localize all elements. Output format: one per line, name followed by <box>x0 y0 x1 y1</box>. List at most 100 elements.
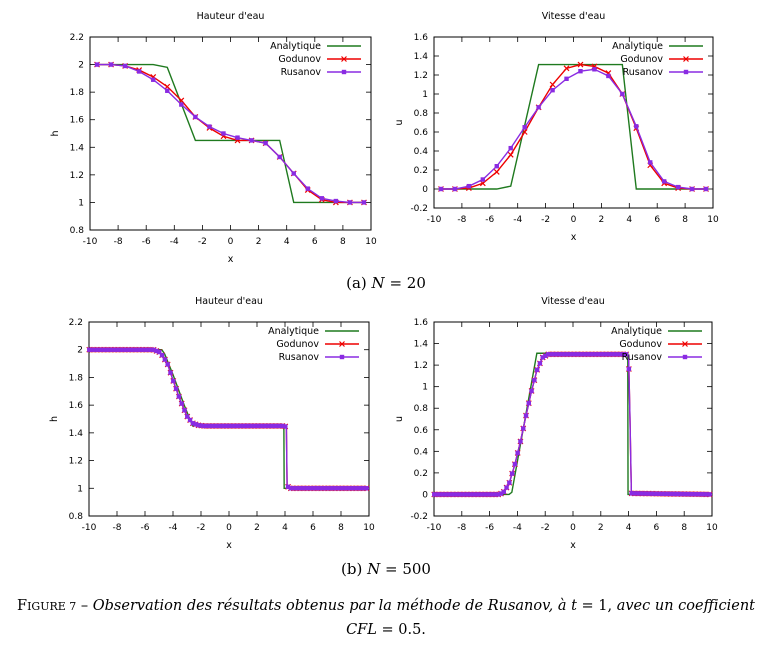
plot-frame <box>433 36 714 209</box>
godunov-marker <box>682 341 688 347</box>
legend-label: Rusanov <box>622 352 663 363</box>
x-tick-label: 4 <box>626 523 632 533</box>
rusanov-marker <box>494 164 499 169</box>
rusanov-marker <box>145 347 151 352</box>
rusanov-marker <box>526 401 531 406</box>
rusanov-marker <box>651 491 657 496</box>
rusanov-marker <box>487 492 493 497</box>
y-tick-label: 0.2 <box>414 469 428 479</box>
rusanov-marker <box>136 69 142 74</box>
rusanov-marker <box>218 423 224 429</box>
rusanov-marker <box>515 450 520 456</box>
rusanov-marker <box>523 413 529 418</box>
rusanov-marker <box>482 492 487 497</box>
rusanov-marker <box>151 347 156 353</box>
y-tick-label: 1.4 <box>70 143 85 153</box>
rusanov-marker <box>176 394 182 399</box>
y-tick-label: 0.8 <box>70 226 85 236</box>
marker-stroke <box>341 56 347 62</box>
x-axis-label: x <box>226 540 232 551</box>
legend-label: Analytique <box>270 41 321 52</box>
rusanov-marker <box>341 69 347 75</box>
rusanov-marker <box>215 423 221 429</box>
plot-frame <box>89 36 372 231</box>
rusanov-marker <box>579 352 584 357</box>
rusanov-marker <box>643 491 648 496</box>
rusanov-marker <box>137 347 142 352</box>
rusanov-marker <box>255 423 260 429</box>
legend-label: Godunov <box>278 54 321 65</box>
rusanov-marker <box>548 352 554 357</box>
x-axis-label: x <box>571 232 577 243</box>
rusanov-marker <box>224 423 229 429</box>
legend: Analytique Godunov Rusanov <box>270 41 361 78</box>
rusanov-marker <box>626 366 632 372</box>
rusanov-marker <box>518 439 523 444</box>
rusanov-marker <box>689 186 695 192</box>
rusanov-marker <box>89 347 95 352</box>
rusanov-marker <box>512 462 518 467</box>
rusanov-marker <box>546 352 551 357</box>
chart-title: Vitesse d'eau <box>541 296 605 307</box>
x-tick-label: -8 <box>457 215 466 225</box>
figure-caption-line1: FIGURE 7 – Observation des résultats obt… <box>17 598 755 614</box>
x-tick-label: 4 <box>282 523 288 533</box>
x-tick-label: 10 <box>707 215 719 225</box>
rusanov-marker <box>319 486 324 491</box>
legend-label: Analytique <box>268 326 319 337</box>
series-rusanov <box>438 67 709 192</box>
godunov-marker <box>341 56 347 62</box>
rusanov-marker <box>618 352 623 357</box>
godunov-marker <box>507 151 514 158</box>
x-tick-label: 2 <box>599 215 605 225</box>
x-tick-label: 6 <box>654 215 660 225</box>
x-tick-label: -6 <box>485 523 494 533</box>
marker-stroke <box>682 341 688 347</box>
rusanov-marker <box>126 347 131 352</box>
rusanov-marker <box>291 171 296 176</box>
rusanov-marker <box>339 486 344 491</box>
rusanov-marker <box>92 347 98 352</box>
rusanov-marker <box>249 138 254 143</box>
subcaption-a: (a) N = 20 <box>346 274 426 292</box>
rusanov-marker <box>559 352 565 357</box>
rusanov-marker <box>319 196 325 201</box>
rusanov-marker <box>648 160 653 165</box>
rusanov-marker <box>325 486 330 491</box>
y-tick-label: 2.2 <box>69 318 83 328</box>
chart-u500: Vitesse d'eau x u -10 -8 -6 -4 -2 0 2 4 6 8 10 -0.2 0 0.… <box>394 296 718 551</box>
rusanov-marker <box>451 492 456 497</box>
y-axis-label: u <box>394 119 405 125</box>
series-line-godunov <box>89 349 369 489</box>
x-tick-label: -10 <box>82 523 97 533</box>
rusanov-marker <box>350 486 355 491</box>
rusanov-marker <box>241 423 246 429</box>
y-tick-label: 0.6 <box>414 128 429 138</box>
x-tick-label: 8 <box>338 523 344 533</box>
rusanov-marker <box>696 492 701 497</box>
series-rusanov <box>432 352 713 497</box>
rusanov-marker <box>333 198 339 204</box>
y-tick-label: 0.6 <box>414 426 429 436</box>
rusanov-marker <box>507 480 512 485</box>
rusanov-marker <box>557 352 562 357</box>
rusanov-marker <box>210 423 215 429</box>
rusanov-marker <box>635 491 640 496</box>
godunov-marker <box>549 81 556 88</box>
rusanov-marker <box>101 347 106 352</box>
x-tick-label: 8 <box>340 237 346 247</box>
chart-title: Vitesse d'eau <box>542 11 606 22</box>
rusanov-marker <box>612 352 618 357</box>
rusanov-marker <box>140 347 145 352</box>
y-tick-label: 1.4 <box>414 52 429 62</box>
rusanov-marker <box>179 102 184 107</box>
rusanov-marker <box>479 492 484 497</box>
rusanov-marker <box>165 88 170 93</box>
rusanov-marker <box>440 492 445 497</box>
rusanov-marker <box>576 352 582 357</box>
y-tick-label: 1.6 <box>69 401 84 411</box>
rusanov-marker <box>103 347 109 352</box>
rusanov-marker <box>297 486 302 491</box>
rusanov-marker <box>274 423 280 429</box>
